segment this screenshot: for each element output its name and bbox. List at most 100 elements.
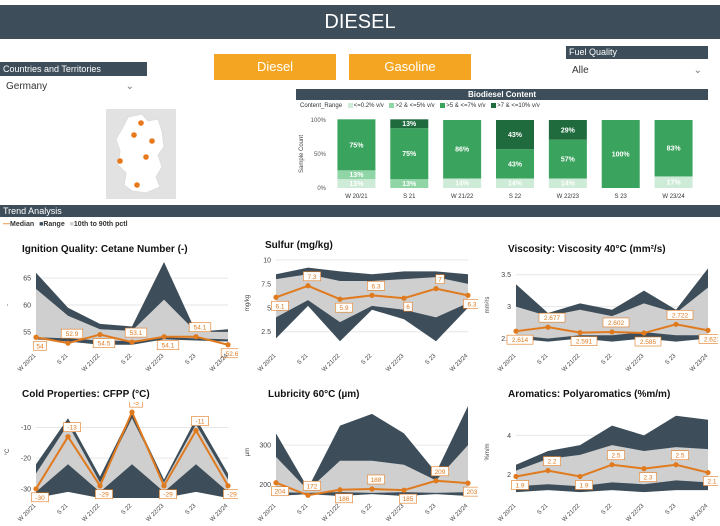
viscosity-chart: 2.5 3 3.5 mm²/s 2.614 2.677 2.591 2.602 2.585 2.7…: [485, 268, 718, 374]
x-tick-label: W 21/22: [451, 194, 474, 200]
x-tick-label: W 23/24: [209, 503, 230, 524]
bar-data-label: 13%: [402, 181, 417, 188]
y-axis-label: °C: [5, 448, 11, 455]
bar-segment: [390, 128, 429, 180]
y-tick-label: 50%: [314, 152, 327, 158]
legend-pctl: 10th to 90th pctl: [73, 221, 128, 228]
data-label: 2.677: [544, 315, 561, 322]
median-point: [369, 486, 375, 492]
bar-data-label: 29%: [561, 127, 576, 134]
fuel-quality-selected: Alle: [572, 65, 589, 76]
chart-title-lubricity: Lubricity 60°C (µm): [268, 389, 360, 400]
bar-segment: [337, 179, 376, 188]
map-marker[interactable]: [131, 132, 137, 138]
chart-title-aromatics: Aromatics: Polyaromatics (%m/m): [508, 389, 671, 400]
data-label: 2.614: [512, 337, 529, 344]
legend-item[interactable]: >7 & <=10% v/v: [491, 103, 540, 109]
x-tick-label: W 20/21: [497, 353, 518, 374]
bar-segment: [654, 176, 693, 188]
median-point: [97, 483, 103, 489]
percentile-area: [36, 288, 228, 342]
median-point: [193, 334, 199, 340]
data-label: 7.3: [307, 274, 316, 281]
y-axis-label: %m/m: [485, 444, 491, 461]
x-tick-label: S 21: [403, 194, 416, 200]
median-point: [305, 492, 311, 498]
map-marker[interactable]: [117, 158, 123, 164]
y-tick-label: 0%: [317, 186, 326, 192]
median-point: [65, 434, 71, 440]
median-point: [65, 340, 71, 346]
data-label: -29: [163, 492, 173, 499]
median-point: [337, 487, 343, 493]
data-label: 6.1: [275, 303, 284, 310]
data-label: -30: [35, 495, 45, 502]
x-tick-label: W 20/21: [17, 353, 38, 374]
y-tick-label: 300: [259, 443, 271, 450]
median-point: [465, 480, 471, 486]
data-label-box: [506, 334, 534, 345]
x-tick-label: S 21: [56, 503, 69, 516]
x-tick-label: W 21/22: [81, 503, 102, 524]
map-marker[interactable]: [149, 138, 155, 144]
data-label-box: [188, 322, 212, 333]
map-marker[interactable]: [143, 154, 149, 160]
x-tick-label: W 21/22: [81, 353, 102, 374]
data-label-box: [703, 476, 718, 486]
data-label: 6.3: [371, 283, 380, 290]
country-dropdown[interactable]: Germany ⌄: [0, 78, 140, 96]
legend-item[interactable]: >5 & <=7% v/v: [440, 103, 486, 109]
diesel-button[interactable]: Diesel: [214, 54, 336, 80]
bar-data-label: 14%: [455, 181, 470, 188]
x-tick-label: W 22/23: [145, 353, 166, 374]
chart-title-cetane: Ignition Quality: Cetane Number (-): [22, 244, 188, 255]
gasoline-button[interactable]: Gasoline: [349, 54, 471, 80]
x-tick-label: W 20/21: [257, 503, 278, 524]
x-tick-label: W 22/23: [625, 353, 646, 374]
data-label: 209: [435, 469, 446, 476]
germany-map[interactable]: [106, 109, 176, 199]
median-point: [97, 331, 103, 338]
x-tick-label: W 23/24: [449, 503, 470, 524]
data-label: 172: [307, 483, 318, 490]
bar-segment: [337, 170, 376, 180]
fuel-quality-dropdown[interactable]: Alle ⌄: [566, 62, 708, 80]
data-label-box: [367, 474, 385, 485]
sulfur-chart: 2.5 5 7.5 10 mg/kg 6.1 7.3 5.9 6.3 6 7 6.3 W 20/21 S …: [245, 257, 478, 373]
bar-segment: [548, 178, 587, 188]
median-point: [273, 294, 279, 300]
data-label: 203: [467, 489, 478, 496]
y-tick-label: 2: [507, 472, 511, 479]
bar-data-label: 57%: [561, 157, 576, 164]
x-tick-label: S 23: [424, 353, 437, 366]
median-point: [193, 427, 199, 434]
x-tick-label: W 20/21: [345, 194, 368, 200]
bar-data-label: 100%: [612, 152, 631, 159]
legend-item[interactable]: >2 & <=5% v/v: [389, 103, 435, 109]
data-label-box: [399, 493, 417, 504]
bar-segment: [390, 179, 429, 188]
x-tick-label: S 22: [360, 353, 373, 366]
median-point: [33, 486, 39, 492]
bar-data-label: 13%: [402, 121, 417, 128]
legend-item[interactable]: <=0.2% v/v: [347, 103, 384, 109]
map-marker[interactable]: [138, 120, 144, 126]
y-tick-label: 7.5: [261, 281, 271, 288]
percentile-area: [276, 445, 468, 493]
median-point: [433, 478, 439, 484]
data-label-box: [303, 480, 321, 491]
data-label-box: [159, 489, 177, 500]
data-label: -11: [196, 419, 205, 426]
chart-title-cfpp: Cold Properties: CFPP (°C): [22, 389, 150, 400]
x-tick-label: W 22/23: [557, 194, 580, 200]
y-tick-label: 55: [23, 329, 31, 336]
median-point: [577, 330, 583, 336]
median-point: [641, 466, 647, 472]
bar-segment: [390, 119, 429, 129]
map-marker[interactable]: [134, 182, 140, 188]
x-tick-label: W 20/21: [17, 503, 38, 524]
data-label-box: [634, 336, 662, 347]
y-axis-label: µm: [245, 448, 251, 456]
x-tick-label: S 23: [424, 503, 437, 516]
data-label: 2.2: [547, 459, 556, 466]
